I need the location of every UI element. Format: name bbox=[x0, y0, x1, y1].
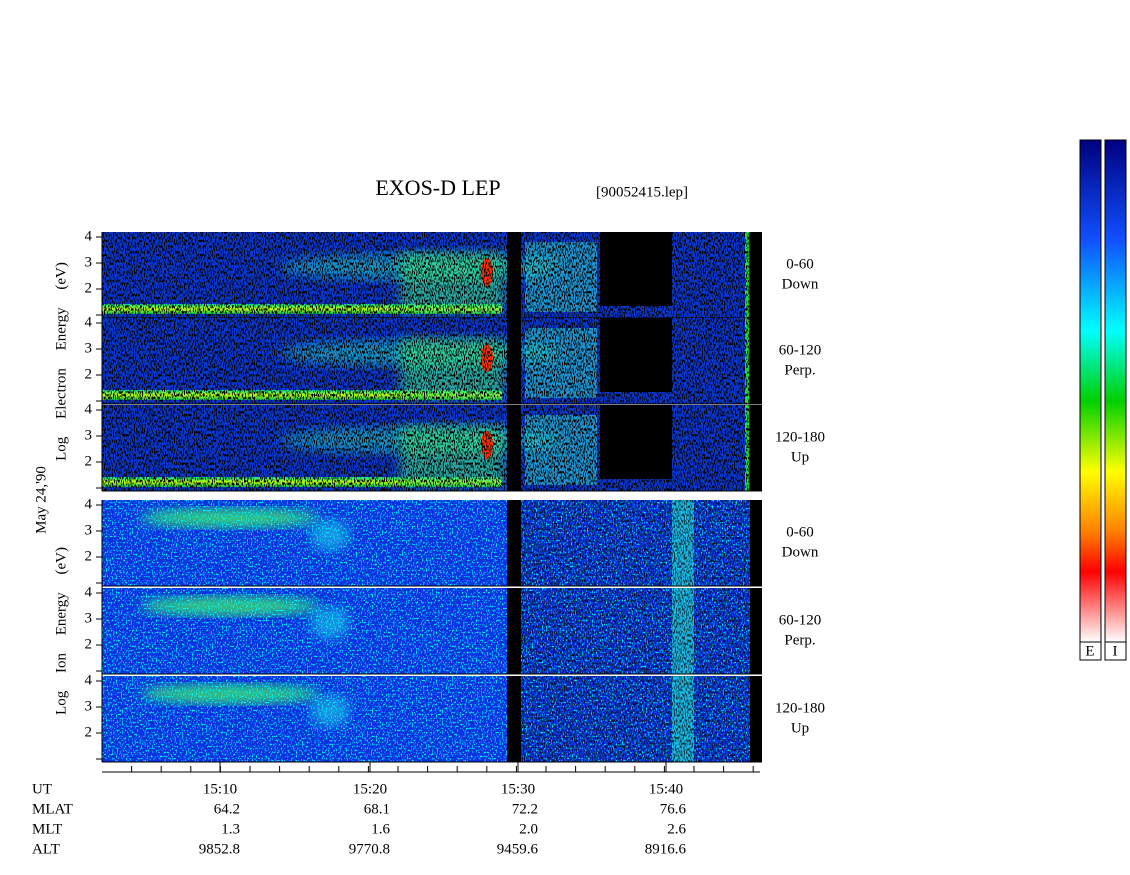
panel-range: 120-180 bbox=[775, 429, 825, 445]
y-tick-label: 2 bbox=[85, 636, 93, 652]
panel-direction: Perp. bbox=[784, 632, 815, 648]
colorbar-label-box bbox=[1104, 641, 1127, 661]
panel-direction: Perp. bbox=[784, 362, 815, 378]
data-gap bbox=[750, 405, 762, 491]
y-tick-label: 4 bbox=[85, 496, 93, 512]
colorbar bbox=[1079, 139, 1102, 643]
data-gap bbox=[750, 676, 762, 762]
row-value: 9852.8 bbox=[199, 841, 240, 857]
row-value: 68.1 bbox=[364, 801, 390, 817]
row-value: 15:40 bbox=[649, 781, 683, 797]
panel-range: 0-60 bbox=[786, 524, 814, 540]
y-tick-label: 3 bbox=[85, 698, 93, 714]
spectrogram-noise bbox=[520, 588, 750, 674]
row-value: 76.6 bbox=[660, 801, 687, 817]
row-value: 9770.8 bbox=[349, 841, 390, 857]
y-tick-label: 3 bbox=[85, 522, 93, 538]
panel-direction: Down bbox=[782, 544, 819, 560]
y-tick-label: 2 bbox=[85, 548, 93, 564]
data-gap bbox=[507, 588, 521, 674]
panel-range: 0-60 bbox=[786, 256, 814, 272]
row-value: 1.3 bbox=[221, 821, 240, 837]
y-tick-label: 2 bbox=[85, 724, 93, 740]
spectrogram-noise bbox=[102, 405, 762, 491]
y-tick-label: 3 bbox=[85, 254, 93, 270]
data-gap bbox=[507, 318, 521, 404]
spectrogram-noise bbox=[520, 500, 750, 586]
y-tick-label: 4 bbox=[85, 672, 93, 688]
row-value: 2.0 bbox=[519, 821, 538, 837]
y-tick-label: 2 bbox=[85, 453, 93, 469]
colorbar-label: E bbox=[1085, 643, 1094, 659]
row-label: MLAT bbox=[32, 801, 73, 817]
colorbar bbox=[1104, 139, 1127, 643]
row-label: UT bbox=[32, 781, 52, 797]
data-gap bbox=[507, 676, 521, 762]
title: EXOS-D LEP bbox=[375, 175, 500, 200]
y-tick-label: 3 bbox=[85, 610, 93, 626]
y-tick-label: 4 bbox=[85, 314, 93, 330]
row-label: ALT bbox=[32, 841, 60, 857]
row-value: 72.2 bbox=[512, 801, 538, 817]
y-axis-label: Log Electron Energy (eV) bbox=[53, 262, 69, 461]
row-value: 15:10 bbox=[203, 781, 237, 797]
data-gap bbox=[750, 588, 762, 674]
row-value: 2.6 bbox=[667, 821, 686, 837]
y-tick-label: 4 bbox=[85, 401, 93, 417]
y-tick-label: 4 bbox=[85, 228, 93, 244]
row-label: MLT bbox=[32, 821, 62, 837]
row-value: 15:20 bbox=[353, 781, 387, 797]
row-value: 64.2 bbox=[214, 801, 240, 817]
data-gap bbox=[507, 232, 521, 318]
y-tick-label: 2 bbox=[85, 280, 93, 296]
panel-direction: Down bbox=[782, 276, 819, 292]
data-gap bbox=[750, 232, 762, 318]
panel-direction: Up bbox=[791, 720, 809, 736]
spectrogram-noise bbox=[102, 232, 762, 318]
data-gap bbox=[507, 500, 521, 586]
data-gap bbox=[750, 318, 762, 404]
y-tick-label: 2 bbox=[85, 366, 93, 382]
colorbar-label: I bbox=[1113, 643, 1118, 659]
row-value: 15:30 bbox=[501, 781, 535, 797]
data-gap bbox=[750, 500, 762, 586]
panel-range: 60-120 bbox=[779, 612, 822, 628]
y-axis-label: Log Ion Energy (eV) bbox=[53, 547, 69, 715]
file-name: [90052415.lep] bbox=[596, 184, 688, 200]
row-value: 8916.6 bbox=[645, 841, 687, 857]
row-value: 1.6 bbox=[371, 821, 390, 837]
date-label: May 24,'90 bbox=[33, 466, 49, 534]
y-tick-label: 4 bbox=[85, 584, 93, 600]
panel-range: 120-180 bbox=[775, 700, 825, 716]
data-gap bbox=[507, 405, 521, 491]
row-value: 9459.6 bbox=[497, 841, 539, 857]
spectrogram-noise bbox=[102, 318, 762, 404]
spectrogram-noise bbox=[520, 676, 750, 762]
panel-range: 60-120 bbox=[779, 342, 822, 358]
colorbar-label-box bbox=[1079, 641, 1102, 661]
panel-direction: Up bbox=[791, 449, 809, 465]
y-tick-label: 3 bbox=[85, 427, 93, 443]
y-tick-label: 3 bbox=[85, 340, 93, 356]
